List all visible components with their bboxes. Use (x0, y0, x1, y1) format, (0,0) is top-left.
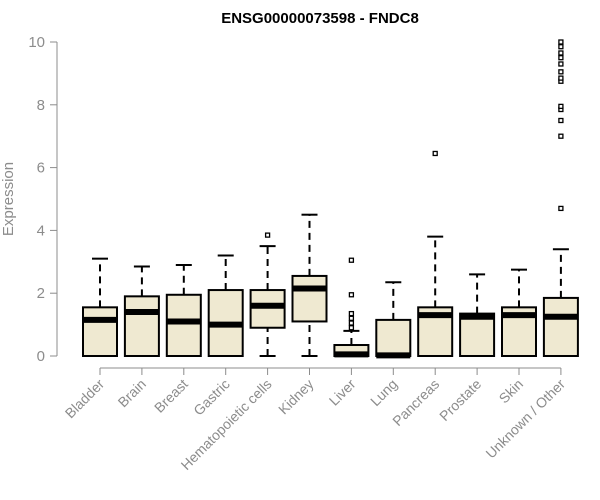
x-tick-label-7: Lung (367, 376, 400, 409)
x-tick-label-1: Brain (115, 376, 149, 410)
x-tick-label-2: Breast (151, 376, 191, 416)
box-11-outlier-12 (558, 39, 564, 45)
x-tick-label-10: Skin (496, 376, 527, 407)
box-7 (375, 281, 412, 359)
boxes-group (82, 39, 579, 359)
y-axis-label: Expression (0, 162, 17, 236)
box-5-iqr (291, 274, 328, 323)
box-11-outlier-6 (558, 75, 564, 81)
box-10 (501, 268, 537, 357)
box-4 (249, 232, 286, 357)
box-0 (82, 257, 118, 357)
y-tick-label-4: 8 (37, 97, 45, 114)
box-2 (165, 263, 202, 357)
box-3 (207, 254, 244, 357)
box-11-outlier-4 (558, 103, 564, 110)
y-tick-label-3: 6 (37, 160, 45, 177)
x-tick-label-0: Bladder (62, 376, 108, 422)
box-4-iqr (249, 289, 286, 329)
y-tick-label-2: 4 (37, 222, 45, 239)
chart-title: ENSG00000073598 - FNDC8 (221, 10, 419, 27)
box-6-outlier-2 (348, 315, 355, 321)
y-tick-label-0: 0 (37, 348, 45, 365)
x-tick-label-11: Unknown / Other (482, 376, 568, 462)
box-6-outlier-0 (348, 325, 355, 331)
x-tick-label-6: Liver (326, 376, 359, 409)
box-11 (542, 39, 579, 358)
y-tick-label-1: 2 (37, 285, 45, 302)
box-11-outlier-1 (558, 133, 564, 139)
x-tick-label-9: Prostate (436, 376, 484, 424)
box-11-outlier-0 (558, 205, 564, 212)
y-tick-label-5: 10 (28, 34, 45, 51)
box-2-iqr (165, 293, 202, 357)
x-tick-label-8: Pancreas (389, 376, 442, 429)
box-11-outlier-8 (558, 61, 564, 67)
box-11-outlier-2 (558, 117, 564, 124)
box-11-outlier-7 (558, 69, 564, 75)
box-11-iqr (542, 296, 579, 358)
box-6-outlier-4 (348, 292, 355, 298)
box-6-outlier-1 (348, 320, 355, 326)
box-6-outlier-3 (348, 310, 355, 317)
box-11-outlier-10 (558, 50, 564, 56)
box-1-iqr (123, 295, 160, 357)
box-11-outlier-11 (558, 44, 564, 50)
box-9 (459, 273, 496, 357)
box-1 (123, 265, 160, 357)
x-tick-label-5: Kidney (275, 376, 317, 418)
box-6 (333, 257, 370, 358)
box-4-outlier-0 (264, 232, 271, 238)
box-7-iqr (375, 318, 412, 358)
box-8 (417, 150, 454, 357)
box-9-iqr (459, 312, 496, 357)
box-0-iqr (82, 306, 118, 357)
box-8-outlier-0 (432, 150, 438, 157)
y-axis: 0 2 4 6 8 10 (28, 34, 58, 365)
box-11-outlier-9 (558, 55, 564, 61)
box-5 (291, 213, 328, 357)
box-6-outlier-5 (348, 257, 355, 263)
